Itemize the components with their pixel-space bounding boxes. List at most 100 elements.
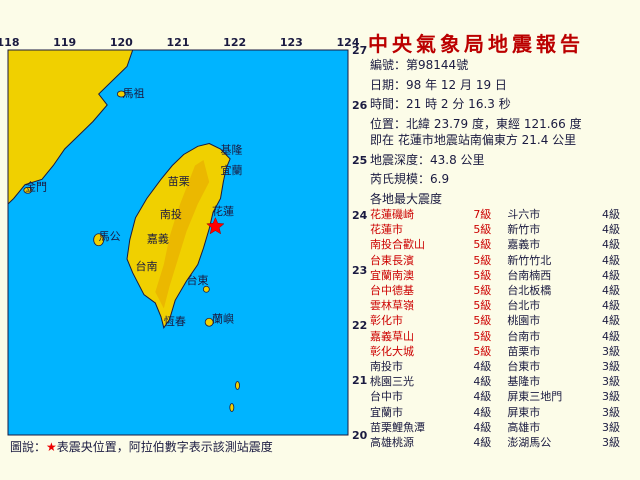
place-label: 馬祖 [122, 86, 144, 100]
station-name: 雲林草嶺 [370, 299, 414, 313]
place-label: 馬公 [99, 230, 121, 243]
station-level: 5級 [473, 253, 492, 267]
island [202, 285, 210, 293]
intensity-row: 南投合歡山 5級 嘉義市 4級 [370, 237, 620, 252]
station-level: 3級 [602, 436, 620, 450]
place-label: 嘉義 [147, 232, 169, 246]
intensity-row: 桃園三光 4級 基隆市 3級 [370, 374, 620, 389]
intensity-row: 宜蘭市 4級 屏東市 3級 [370, 405, 620, 420]
station-level: 3級 [602, 344, 620, 358]
lon-tick-label: 123 [280, 36, 303, 49]
station-name: 高雄桃源 [370, 436, 414, 450]
station-level: 5級 [473, 268, 492, 282]
place-label: 宜蘭 [221, 163, 243, 177]
station-name: 花蓮市 [370, 223, 403, 237]
station-name: 嘉義市 [507, 238, 541, 252]
report-title: 中央氣象局地震報告 [368, 32, 584, 56]
intensity-row: 花蓮市 5級 新竹市 4級 [370, 222, 620, 237]
station-level: 3級 [602, 375, 620, 389]
station-level: 4級 [602, 223, 620, 237]
station-level: 4級 [473, 436, 492, 450]
place-label: 台南 [136, 259, 158, 273]
station-name: 桃園市 [507, 314, 541, 328]
intensity-row: 雲林草嶺 5級 台北市 4級 [370, 298, 620, 313]
report-number: 編號：第98144號 [370, 56, 468, 73]
magnitude-value: 6.9 [430, 172, 450, 186]
station-level: 4級 [602, 238, 620, 252]
station-level: 5級 [473, 344, 492, 358]
island [93, 233, 105, 247]
place-label: 台東 [187, 273, 209, 287]
station-level: 4級 [602, 314, 620, 328]
date-value: 98 年 12 月 19 日 [406, 78, 507, 92]
station-level: 4級 [602, 299, 620, 313]
station-name: 彰化大城 [370, 344, 414, 358]
station-level: 4級 [473, 405, 492, 419]
date-label: 日期： [370, 78, 407, 92]
station-name: 台中德基 [370, 284, 414, 298]
lat-tick-label: 20 [352, 429, 368, 442]
location-value: 即在 花蓮市地震站南偏東方 21.4 公里 [370, 133, 577, 147]
station-name: 台東市 [507, 360, 541, 374]
station-name: 新竹市 [507, 223, 541, 237]
report-date: 日期：98 年 12 月 19 日 [370, 76, 507, 93]
station-name: 基隆市 [507, 375, 541, 389]
island [204, 317, 214, 327]
place-label: 金門 [25, 179, 47, 193]
station-level: 5級 [473, 238, 492, 252]
place-label: 苗栗 [168, 175, 190, 188]
intensity-heading: 各地最大震度 [370, 192, 443, 206]
lon-tick-label: 122 [223, 36, 246, 49]
report-depth: 地震深度：43.8 公里 [370, 151, 485, 168]
station-name: 斗六市 [507, 208, 541, 221]
station-level: 4級 [473, 420, 492, 434]
lat-tick-label: 26 [352, 99, 368, 112]
station-level: 3級 [602, 390, 620, 404]
report-position: 位置：北緯 23.79 度，東經 121.66 度 [370, 115, 582, 132]
intensity-row: 台中市 4級 屏東三地門 3級 [370, 389, 620, 404]
number-value: 第98144號 [406, 58, 469, 72]
time-label: 時間： [370, 97, 407, 111]
lat-tick-label: 21 [352, 374, 367, 387]
legend-text: 表震央位置，阿拉伯數字表示該測站震度 [56, 440, 273, 454]
station-level: 4級 [602, 268, 620, 282]
position-value: 北緯 23.79 度，東經 121.66 度 [406, 117, 582, 131]
intensity-row: 苗栗鯉魚潭 4級 高雄市 3級 [370, 420, 620, 435]
position-label: 位置： [370, 117, 407, 131]
lat-tick-label: 25 [352, 154, 367, 167]
station-name: 桃園三光 [370, 375, 414, 389]
lon-tick-label: 124 [337, 36, 360, 49]
time-value: 21 時 2 分 16.3 秒 [406, 97, 511, 111]
station-level: 4級 [602, 329, 620, 343]
station-name: 宜蘭市 [370, 405, 403, 419]
depth-value: 43.8 公里 [430, 153, 485, 167]
station-name: 南投市 [370, 360, 403, 374]
station-level: 4級 [602, 253, 620, 267]
station-name: 台北市 [507, 299, 541, 313]
depth-label: 地震深度： [370, 153, 431, 167]
place-label: 基隆 [221, 142, 243, 156]
station-level: 4級 [602, 208, 620, 221]
station-level: 5級 [473, 299, 492, 313]
intensity-row: 花蓮磯崎 7級 斗六市 4級 [370, 207, 620, 222]
number-label: 編號： [370, 58, 407, 72]
intensity-row: 嘉義草山 5級 台南市 4級 [370, 329, 620, 344]
map-legend: 圖說：★表震央位置，阿拉伯數字表示該測站震度 [10, 438, 273, 455]
station-level: 7級 [473, 208, 492, 221]
lon-tick-label: 120 [110, 36, 133, 49]
place-label: 恆春 [164, 314, 186, 328]
station-name: 台東長濱 [370, 253, 414, 267]
intensity-row: 彰化大城 5級 苗栗市 3級 [370, 344, 620, 359]
station-name: 宜蘭南澳 [370, 268, 414, 282]
report-magnitude: 芮氏規模：6.9 [370, 170, 449, 187]
station-name: 台南市 [507, 329, 541, 343]
station-name: 彰化市 [370, 314, 403, 328]
intensity-row: 宜蘭南澳 5級 台南楠西 4級 [370, 268, 620, 283]
island [229, 403, 235, 412]
station-name: 台北板橋 [507, 284, 552, 298]
china-coast [7, 49, 134, 206]
central-mountains [155, 160, 210, 309]
lon-tick-label: 118 [0, 36, 19, 49]
station-name: 苗栗鯉魚潭 [370, 420, 425, 434]
